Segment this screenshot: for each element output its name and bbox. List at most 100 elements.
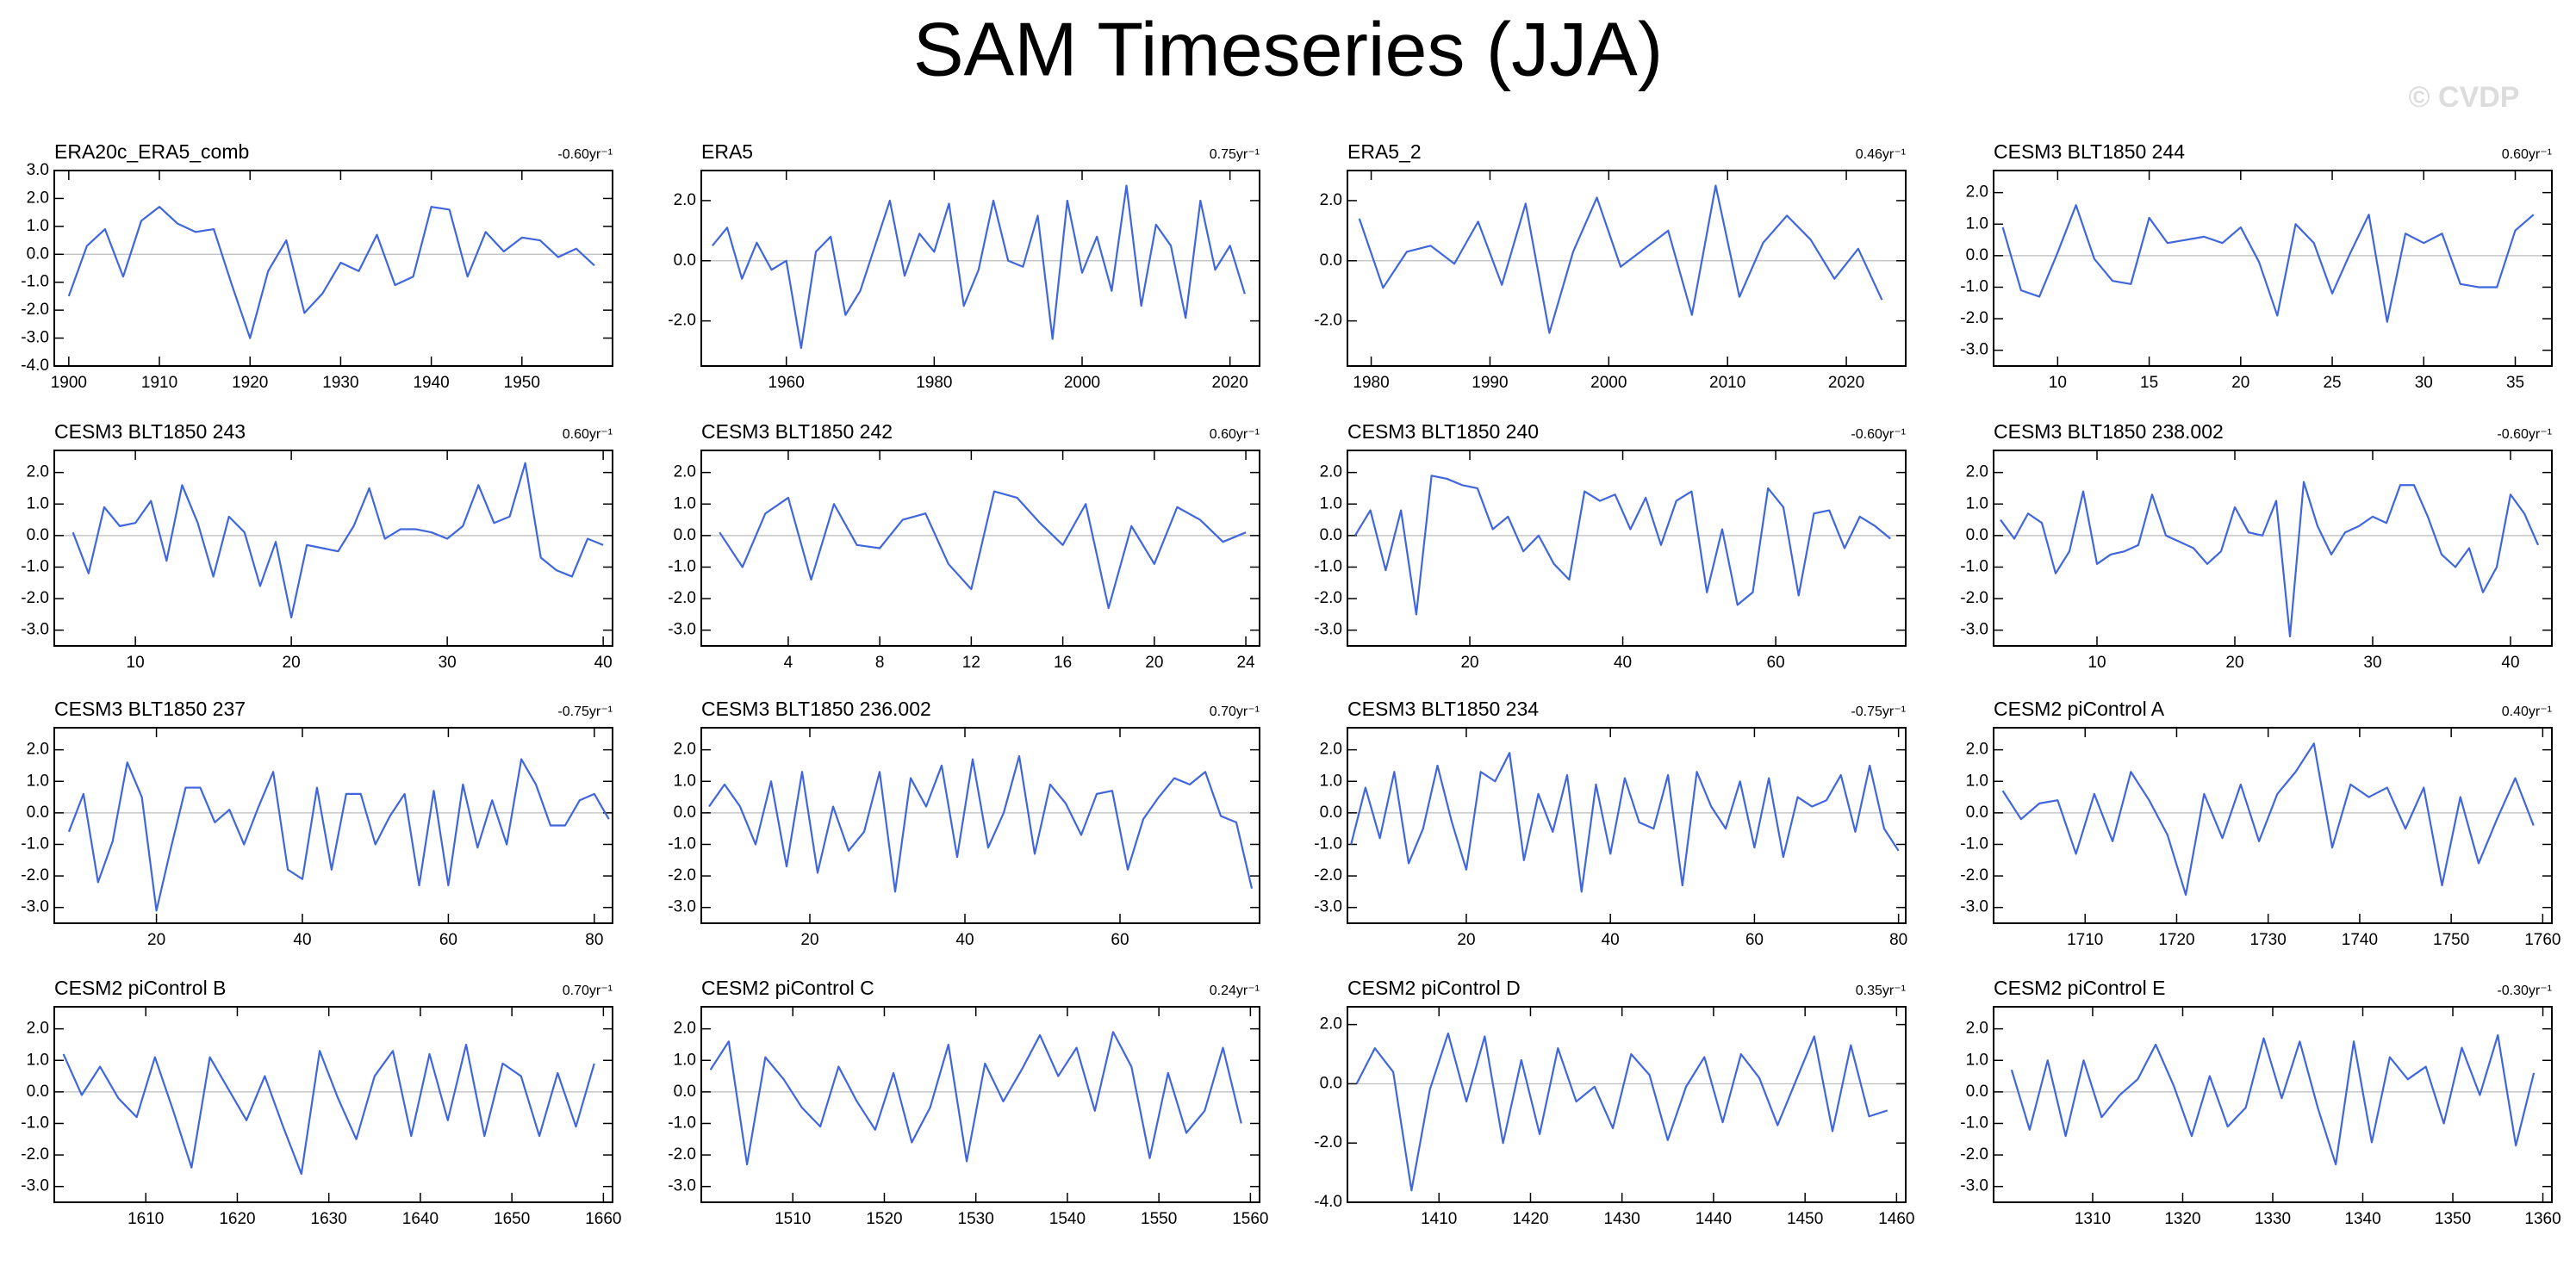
y-tick-label: -2.0 bbox=[668, 312, 696, 330]
panel: CESM2 piControl D 0.35yr⁻¹ -4.0 -2.0 0.0 2.0 1… bbox=[1314, 977, 1914, 1228]
y-tick-label: 0.0 bbox=[1320, 804, 1342, 822]
y-tick-label: 0.0 bbox=[27, 804, 49, 822]
y-tick-label: 2.0 bbox=[1320, 191, 1342, 209]
y-tick-label: -2.0 bbox=[668, 866, 696, 884]
plot-frame bbox=[53, 727, 613, 924]
y-tick-label: -3.0 bbox=[1314, 898, 1342, 916]
trend-label: 0.70yr⁻¹ bbox=[563, 984, 613, 998]
y-tick-label: 2.0 bbox=[27, 463, 49, 481]
x-tick-label: 1530 bbox=[958, 1210, 994, 1228]
plot-frame bbox=[1993, 727, 2553, 924]
x-tick-label: 1640 bbox=[402, 1210, 439, 1228]
y-tick-label: -2.0 bbox=[21, 1145, 49, 1164]
trend-label: 0.46yr⁻¹ bbox=[1856, 147, 1906, 162]
y-tick-label: 1.0 bbox=[1966, 214, 1988, 233]
y-tick-label: 1.0 bbox=[27, 772, 49, 790]
plot-frame bbox=[1347, 450, 1907, 647]
x-tick-label: 20 bbox=[1457, 931, 1475, 949]
x-tick-label: 10 bbox=[2088, 654, 2106, 672]
x-tick-label: 1610 bbox=[128, 1210, 164, 1228]
x-tick-label: 1340 bbox=[2344, 1210, 2380, 1228]
y-tick-label: -1.0 bbox=[1960, 835, 1988, 853]
trend-label: -0.75yr⁻¹ bbox=[1851, 704, 1906, 719]
y-tick-label: 3.0 bbox=[27, 161, 49, 179]
plot-frame bbox=[1993, 1006, 2553, 1203]
y-tick-label: -1.0 bbox=[668, 835, 696, 853]
x-tick-label: 1320 bbox=[2164, 1210, 2200, 1228]
x-tick-label: 80 bbox=[585, 931, 603, 949]
y-tick-label: 2.0 bbox=[674, 1020, 696, 1038]
y-tick-label: 2.0 bbox=[1966, 741, 1988, 759]
y-tick-label: 2.0 bbox=[27, 1020, 49, 1038]
y-tick-label: -3.0 bbox=[21, 898, 49, 916]
x-tick-label: 1360 bbox=[2524, 1210, 2560, 1228]
plot-frame bbox=[700, 727, 1260, 924]
trend-label: 0.60yr⁻¹ bbox=[2502, 147, 2552, 162]
trend-label: 0.35yr⁻¹ bbox=[1856, 984, 1906, 998]
panel-title: CESM3 BLT1850 234 bbox=[1347, 698, 1539, 720]
y-tick-label: 0.0 bbox=[674, 804, 696, 822]
y-tick-label: 1.0 bbox=[1966, 1051, 1988, 1069]
x-tick-label: 1740 bbox=[2342, 931, 2378, 949]
x-tick-label: 60 bbox=[1767, 654, 1785, 672]
series-line bbox=[719, 490, 1247, 610]
plot-frame bbox=[1347, 727, 1907, 924]
y-tick-label: -1.0 bbox=[21, 273, 49, 291]
y-tick-label: 2.0 bbox=[1966, 1020, 1988, 1038]
x-tick-label: 30 bbox=[2363, 654, 2381, 672]
panel: CESM2 piControl B 0.70yr⁻¹ -3.0 -2.0 -1.0 0.0… bbox=[21, 977, 621, 1228]
y-tick-label: 0.0 bbox=[674, 526, 696, 544]
panel: CESM3 BLT1850 240 -0.60yr⁻¹ -3.0 -2.0 -1.0 0.… bbox=[1314, 420, 1907, 672]
x-tick-label: 1710 bbox=[2067, 931, 2103, 949]
panel-title: CESM3 BLT1850 244 bbox=[1994, 140, 2185, 163]
page-title: SAM Timeseries (JJA) bbox=[913, 6, 1663, 91]
y-tick-label: 2.0 bbox=[674, 191, 696, 209]
y-tick-label: 2.0 bbox=[674, 463, 696, 481]
y-tick-label: -2.0 bbox=[1314, 312, 1342, 330]
x-tick-label: 20 bbox=[283, 654, 301, 672]
y-tick-label: -2.0 bbox=[1960, 866, 1988, 884]
trend-label: 0.60yr⁻¹ bbox=[1210, 427, 1260, 442]
series-line bbox=[1353, 475, 1891, 616]
x-tick-label: 1550 bbox=[1141, 1210, 1177, 1228]
y-tick-label: -3.0 bbox=[21, 1177, 49, 1195]
x-tick-label: 40 bbox=[955, 931, 974, 949]
y-tick-label: -3.0 bbox=[668, 898, 696, 916]
x-tick-label: 20 bbox=[1460, 654, 1478, 672]
x-tick-label: 60 bbox=[1111, 931, 1129, 949]
y-tick-label: 1.0 bbox=[1966, 494, 1988, 512]
y-tick-label: -3.0 bbox=[21, 329, 49, 347]
series-line bbox=[1358, 184, 1883, 334]
plot-frame bbox=[53, 170, 613, 367]
x-tick-label: 1350 bbox=[2435, 1210, 2471, 1228]
x-tick-label: 1900 bbox=[51, 374, 87, 392]
x-tick-label: 1420 bbox=[1512, 1210, 1548, 1228]
trend-label: -0.75yr⁻¹ bbox=[557, 704, 613, 719]
panel: CESM2 piControl C 0.24yr⁻¹ -3.0 -2.0 -1.0 0.0… bbox=[668, 977, 1268, 1228]
series-line bbox=[1350, 752, 1900, 893]
y-tick-label: -1.0 bbox=[1314, 557, 1342, 575]
plot-frame bbox=[1347, 1006, 1907, 1203]
y-tick-label: -1.0 bbox=[21, 557, 49, 575]
x-tick-label: 1510 bbox=[775, 1210, 811, 1228]
panel-title: CESM2 piControl C bbox=[701, 977, 874, 999]
plot-frame bbox=[700, 450, 1260, 647]
x-tick-label: 1930 bbox=[322, 374, 358, 392]
y-tick-label: -3.0 bbox=[668, 621, 696, 639]
panel-title: CESM2 piControl E bbox=[1994, 977, 2165, 999]
panel: ERA5_2 0.46yr⁻¹ -2.0 0.0 2.0 1980 1990 2000 2010… bbox=[1314, 140, 1907, 392]
x-tick-label: 1430 bbox=[1604, 1210, 1640, 1228]
y-tick-label: -3.0 bbox=[1960, 898, 1988, 916]
panel: CESM3 BLT1850 243 0.60yr⁻¹ -3.0 -2.0 -1.0 0.0… bbox=[21, 420, 613, 672]
x-tick-label: 1980 bbox=[916, 374, 952, 392]
panel: CESM3 BLT1850 237 -0.75yr⁻¹ -3.0 -2.0 -1.0 0.… bbox=[21, 698, 613, 949]
panel-title: CESM3 BLT1850 242 bbox=[701, 420, 893, 443]
x-tick-label: 4 bbox=[784, 654, 793, 672]
trend-label: -0.60yr⁻¹ bbox=[2497, 427, 2552, 442]
y-tick-label: -2.0 bbox=[1314, 866, 1342, 884]
y-tick-label: 0.0 bbox=[1320, 1074, 1342, 1092]
panel: ERA20c_ERA5_comb -0.60yr⁻¹ -4.0 -3.0 -2.0 -1.… bbox=[21, 140, 613, 392]
y-tick-label: -2.0 bbox=[668, 1145, 696, 1164]
series-line bbox=[62, 1043, 595, 1176]
x-tick-label: 20 bbox=[2225, 654, 2243, 672]
